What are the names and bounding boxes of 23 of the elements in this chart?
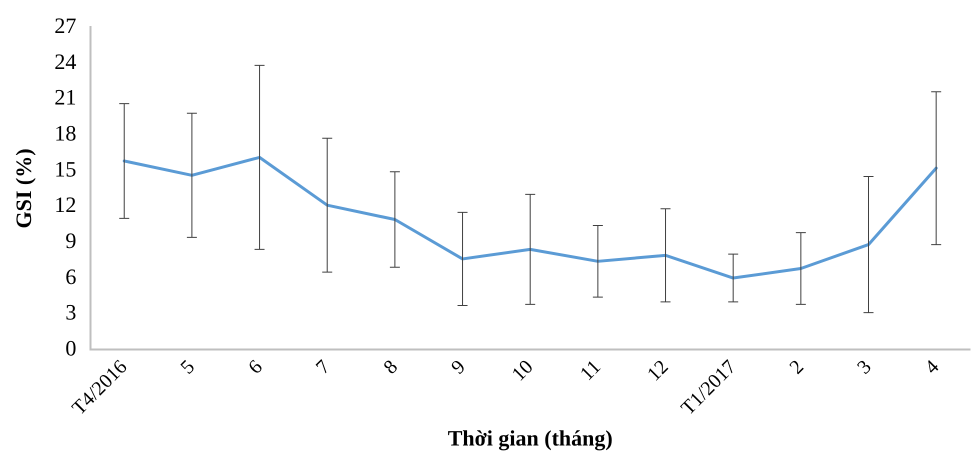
- x-axis-title: Thời gian (tháng): [448, 425, 613, 450]
- x-tick-label: 9: [447, 356, 470, 379]
- y-tick-label: 24: [54, 48, 76, 74]
- x-tick-label: 7: [312, 356, 334, 379]
- y-tick-label: 27: [54, 12, 76, 38]
- x-tick-label: 11: [576, 356, 606, 386]
- x-tick-label: 2: [785, 356, 808, 379]
- y-tick-label: 12: [54, 192, 76, 218]
- x-tick-label: 3: [853, 356, 876, 379]
- y-tick-label: 18: [54, 120, 76, 146]
- y-tick-label: 0: [65, 335, 76, 360]
- y-tick-label: 15: [54, 156, 76, 182]
- x-tick-label: 4: [920, 356, 944, 379]
- x-tick-label: 10: [508, 356, 538, 386]
- x-tick-label: 12: [643, 356, 673, 386]
- y-axis-title: GSI (%): [10, 148, 36, 228]
- x-tick-label: 8: [379, 356, 402, 379]
- y-tick-label: 21: [54, 84, 76, 110]
- x-tick-label: 5: [176, 356, 200, 379]
- x-tick-label: 6: [244, 356, 267, 379]
- y-tick-label: 3: [65, 300, 76, 325]
- y-tick-label: 6: [65, 264, 76, 289]
- y-tick-label: 9: [65, 228, 76, 253]
